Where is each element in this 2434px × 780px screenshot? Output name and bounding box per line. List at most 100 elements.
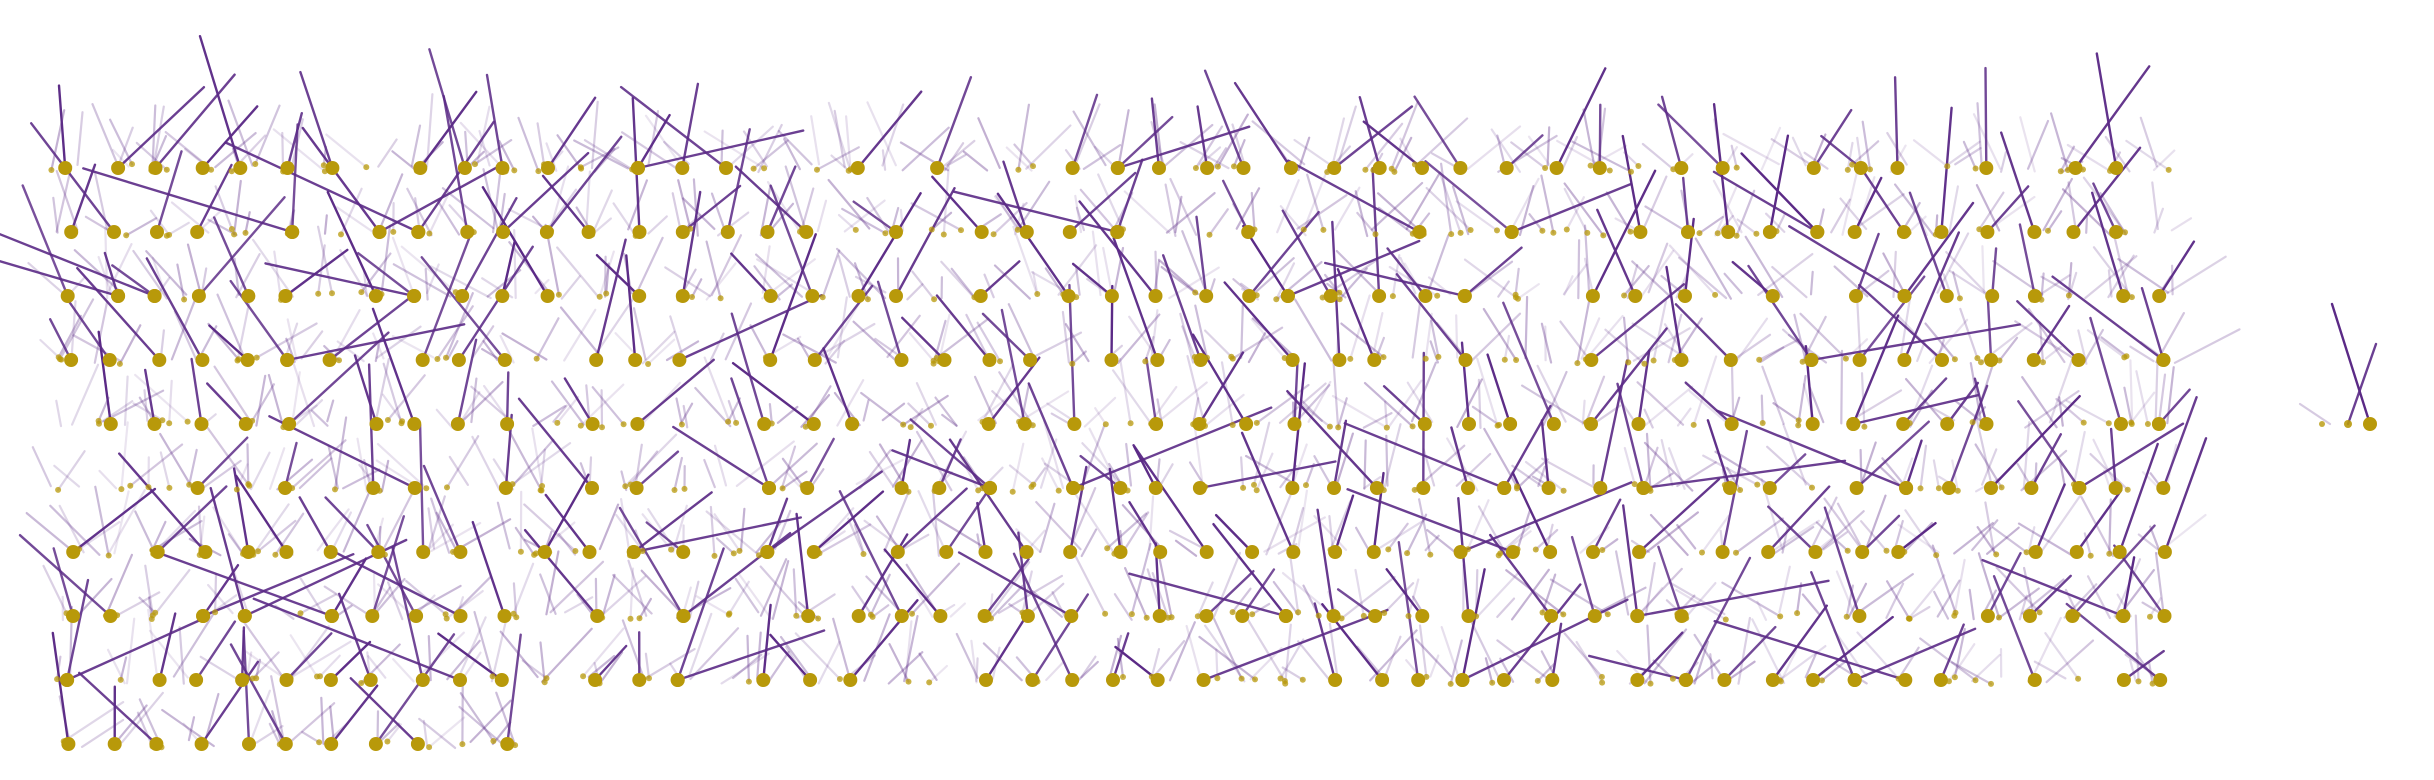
- faint-stem: [1584, 315, 1624, 361]
- large-dot: [2022, 609, 2037, 623]
- faint-stem: [381, 393, 404, 423]
- faint-stem: [1859, 520, 1888, 552]
- faint-stem: [2099, 192, 2127, 236]
- faint-stem: [427, 507, 436, 550]
- bold-stem: [1596, 208, 1637, 298]
- small-dot: [127, 482, 134, 489]
- bold-stem: [1223, 281, 1294, 362]
- faint-stem: [2130, 391, 2156, 424]
- faint-stem: [1863, 494, 1887, 555]
- large-dot: [1497, 673, 1511, 687]
- bold-stem: [619, 85, 728, 170]
- small-dot: [129, 161, 135, 168]
- faint-stem: [377, 138, 398, 168]
- faint-stem: [422, 719, 428, 747]
- faint-stem: [367, 655, 387, 679]
- faint-stem: [2040, 275, 2074, 296]
- bold-stem: [1903, 231, 1961, 362]
- faint-stem: [1251, 120, 1306, 166]
- bold-stem: [21, 184, 69, 298]
- small-dot: [538, 487, 545, 494]
- large-dot: [190, 481, 205, 495]
- bold-stem: [1116, 158, 1144, 234]
- faint-stem: [104, 553, 133, 617]
- faint-stem: [1252, 421, 1271, 486]
- bold-stem: [1287, 159, 1421, 234]
- faint-stem: [1642, 385, 1694, 428]
- large-dot: [61, 737, 76, 751]
- bold-stem: [1590, 283, 1686, 362]
- faint-stem: [728, 580, 750, 615]
- faint-stem: [255, 658, 262, 680]
- large-dot: [1242, 289, 1257, 303]
- faint-stem: [151, 104, 157, 173]
- small-dot: [1998, 484, 2005, 491]
- faint-stem: [1455, 452, 1492, 487]
- bold-stem: [1112, 236, 1159, 362]
- faint-stem: [1882, 252, 1908, 298]
- bold-stem: [357, 251, 416, 298]
- faint-stem: [459, 391, 481, 425]
- large-dot: [1636, 481, 1651, 495]
- faint-stem: [1045, 661, 1064, 682]
- faint-stem: [1279, 638, 1305, 680]
- large-dot: [805, 289, 820, 303]
- faint-stem: [1981, 245, 1986, 294]
- large-dot: [280, 353, 295, 367]
- faint-stem: [2072, 430, 2086, 486]
- large-dot: [1630, 673, 1645, 687]
- faint-stem: [2112, 231, 2130, 297]
- bold-stem: [1940, 106, 1953, 234]
- large-dot: [1150, 353, 1165, 367]
- large-dot: [1765, 673, 1780, 687]
- faint-stem: [1623, 446, 1636, 486]
- faint-stem: [267, 373, 285, 429]
- faint-stem: [435, 511, 460, 555]
- small-dot: [1192, 289, 1199, 296]
- bold-stem: [795, 512, 810, 618]
- faint-stem: [2173, 328, 2241, 364]
- bold-stem: [456, 338, 478, 426]
- faint-stem: [759, 558, 788, 617]
- faint-stem: [756, 258, 817, 296]
- small-dot: [1404, 550, 1411, 557]
- faint-stem: [1734, 517, 1785, 554]
- faint-stem: [863, 519, 905, 551]
- small-dot: [1935, 485, 1942, 492]
- large-dot: [1765, 289, 1780, 303]
- small-dot: [55, 354, 62, 361]
- bold-stem: [1068, 465, 1088, 554]
- faint-stem: [594, 577, 598, 615]
- faint-stem: [560, 275, 581, 300]
- large-dot: [675, 161, 690, 175]
- faint-stem: [1039, 438, 1058, 489]
- faint-stem: [1744, 235, 1784, 298]
- faint-stem: [1332, 359, 1340, 428]
- large-dot: [1544, 609, 1559, 623]
- large-dot: [189, 673, 204, 687]
- large-dot: [500, 737, 515, 751]
- small-dot: [1143, 614, 1150, 621]
- faint-stem: [445, 435, 480, 489]
- large-dot: [103, 609, 118, 623]
- bold-stem: [197, 196, 286, 298]
- faint-stem: [77, 520, 121, 551]
- bold-stem: [501, 151, 590, 234]
- faint-stem: [1338, 267, 1368, 301]
- small-dot: [1303, 482, 1309, 489]
- faint-stem: [1731, 333, 1772, 362]
- large-dot: [1985, 289, 2000, 303]
- small-dot: [317, 673, 323, 680]
- faint-stem: [825, 299, 862, 361]
- large-dot: [2071, 353, 2086, 367]
- large-dot: [1897, 353, 1912, 367]
- bold-stem: [209, 486, 247, 618]
- faint-stem: [1296, 640, 1333, 684]
- small-dot: [1496, 421, 1502, 428]
- faint-stem: [1364, 122, 1404, 171]
- faint-stem: [669, 315, 685, 360]
- faint-stem: [1456, 378, 1483, 428]
- faint-stem: [1646, 624, 1652, 685]
- faint-stem: [249, 451, 271, 491]
- faint-stem: [591, 386, 625, 426]
